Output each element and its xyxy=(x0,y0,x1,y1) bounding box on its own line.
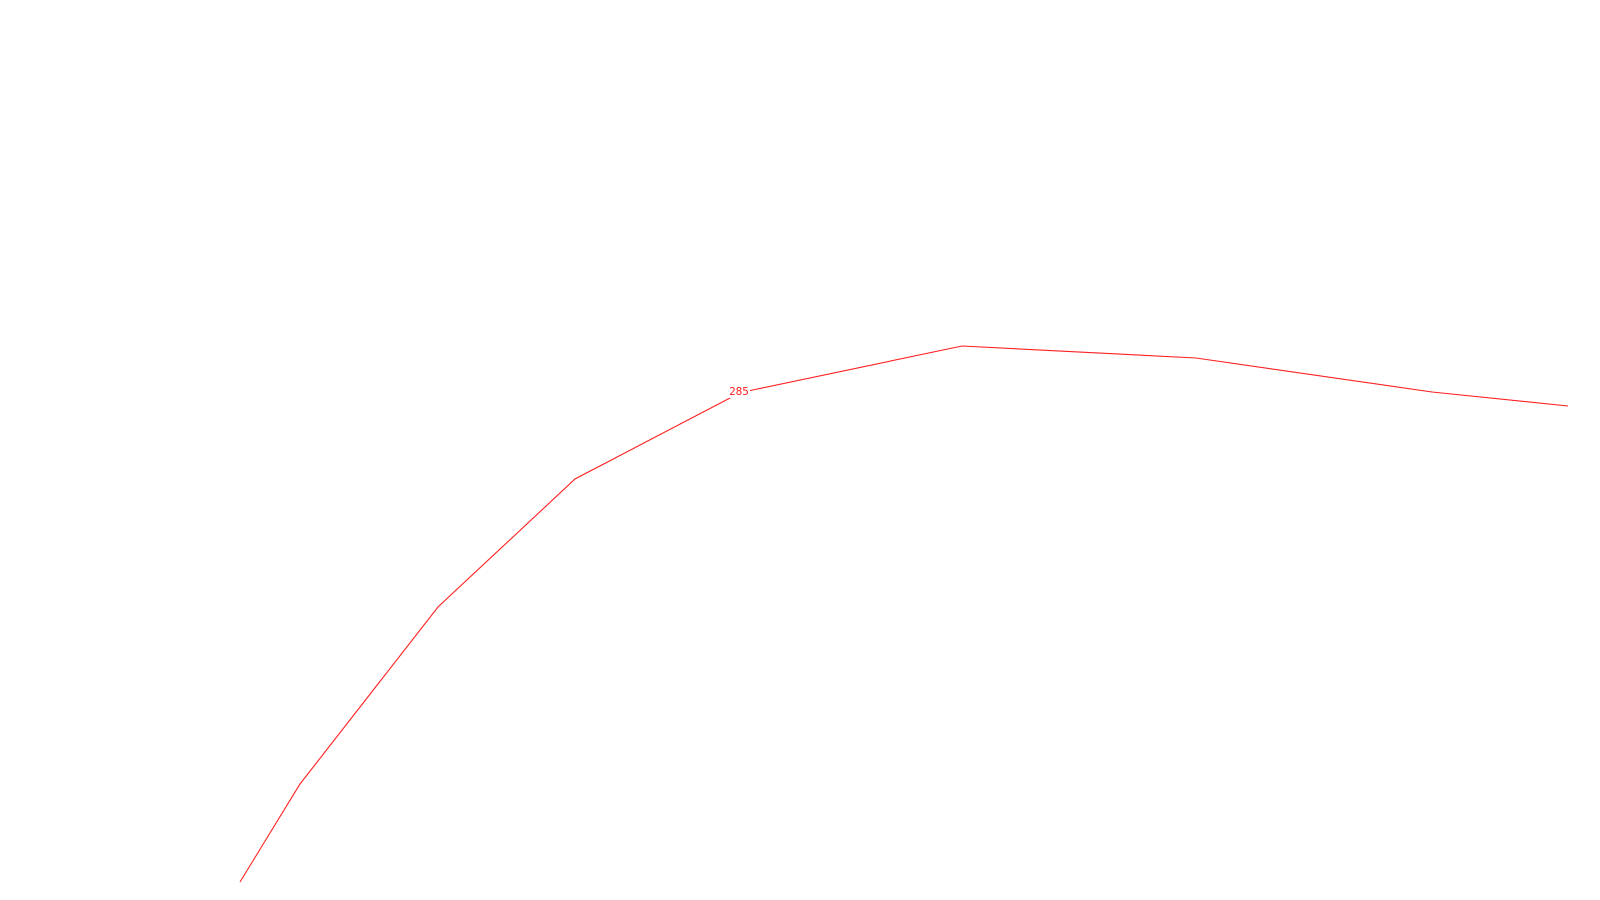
contour-label-mask xyxy=(728,384,750,398)
contour-elevation-label: 285 xyxy=(729,385,749,398)
